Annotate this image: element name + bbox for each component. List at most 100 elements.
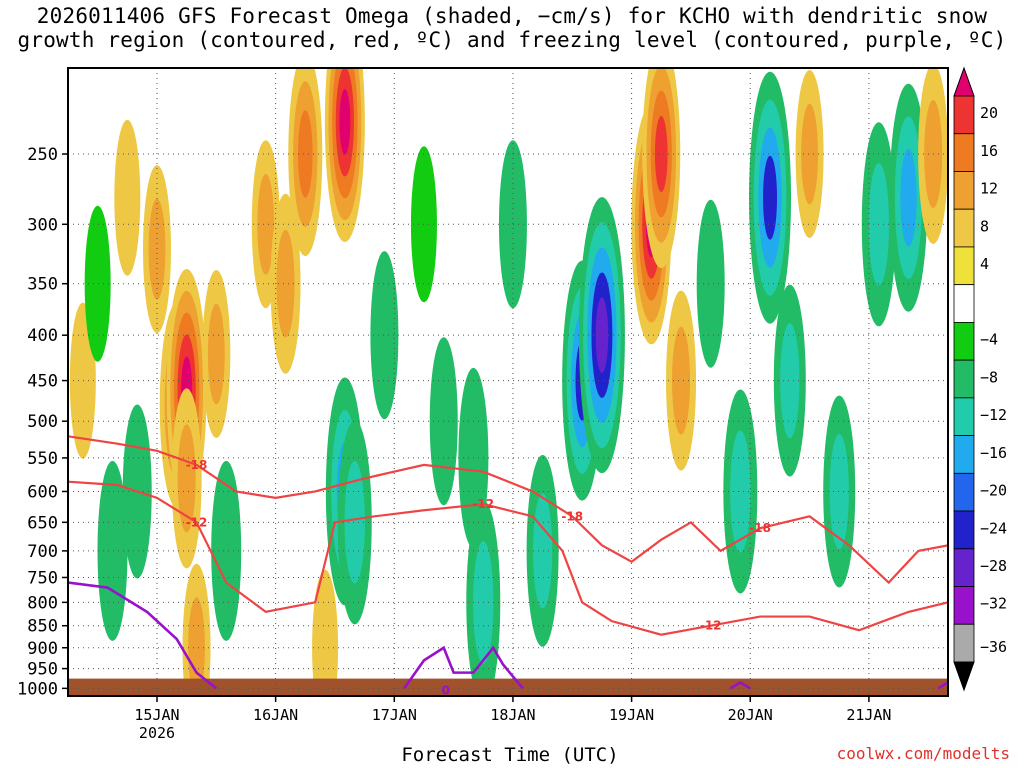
y-tick-label: 600 [27,482,58,502]
colorbar: 20 16 12 8 4 −4 −8 −12 −16 −20 −24 −28 −32 −36 [953,66,1007,692]
y-tick-label: 350 [27,275,58,295]
y-tick-label: 700 [27,542,58,562]
omega-cell [114,119,141,276]
y-tick-label: 850 [27,617,58,637]
freezing-level-contour [729,681,751,690]
omega-cell [801,103,818,205]
colorbar-label: −12 [980,406,1007,424]
omega-cell [730,430,751,553]
x-tick-label: 15JAN [134,706,179,724]
y-tick-label: 300 [27,215,58,235]
colorbar-segment [953,284,975,323]
dgz-contour-label: -12 [700,619,722,633]
colorbar-label: −24 [980,519,1007,537]
y-tick-label: 900 [27,639,58,659]
terrain-fill [68,678,948,696]
x-tick-sublabel: 2026 [139,724,175,742]
omega-cell [780,322,800,439]
omega-cell [211,460,242,641]
dgz-contour [68,480,948,636]
x-tick-label: 21JAN [846,706,891,724]
x-tick-label: 19JAN [609,706,654,724]
colorbar-top-arrow [953,66,975,97]
colorbar-segment [953,208,975,248]
freezing-level-contour [937,681,948,690]
colorbar-label: −36 [980,638,1007,656]
freezing-level-contour [403,645,524,690]
x-axis-title: Forecast Time (UTC) [401,744,619,766]
omega-cell [498,140,527,309]
omega-cell [84,205,111,362]
colorbar-label: −20 [980,482,1007,500]
omega-cell [177,424,196,533]
title-line-2: growth region (contoured, red, ºC) and f… [17,28,1007,52]
colorbar-label: −32 [980,595,1007,613]
colorbar-label: −16 [980,444,1007,462]
omega-cell [654,116,668,193]
colorbar-label: 16 [980,142,998,160]
x-tick-label: 17JAN [372,706,417,724]
y-tick-label: 550 [27,449,58,469]
dgz-contour [68,435,948,585]
y-tick-label: 750 [27,568,58,588]
omega-cell [339,89,351,155]
colorbar-segment [953,510,975,550]
omega-cell [188,597,205,696]
y-tick-label: 400 [27,326,58,346]
omega-cell [370,251,399,420]
colorbar-segment [953,171,975,210]
x-tick-label: 18JAN [490,706,535,724]
omega-cell [298,110,313,198]
colorbar-segment [953,623,975,663]
y-tick-label: 450 [27,372,58,392]
omega-cell [344,461,365,584]
x-tick-label: 16JAN [253,706,298,724]
colorbar-label: 8 [980,217,989,235]
y-tick-label: 1000 [17,679,58,699]
colorbar-segment [953,435,975,474]
y-tick-label: 650 [27,513,58,533]
colorbar-segment [953,548,975,587]
colorbar-label: 4 [980,255,989,273]
omega-cell [533,493,553,609]
colorbar-segment [953,321,975,361]
omega-cell [257,173,275,275]
colorbar-label: −8 [980,368,998,386]
colorbar-segment [953,95,975,135]
colorbar-segment [953,472,975,512]
dgz-contour-label: -18 [561,509,583,523]
dgz-contour-label: -12 [186,515,208,529]
colorbar-label: −28 [980,557,1007,575]
colorbar-bottom-arrow [953,661,975,692]
omega-cell [696,199,725,368]
credit-link[interactable]: coolwx.com/modelts [836,744,1010,763]
chart-title: 2026011406 GFS Forecast Omega (shaded, −… [0,4,1024,52]
dgz-contour-label: -18 [749,521,771,535]
freezing-level-contour [68,581,218,690]
colorbar-segment [953,586,975,625]
omega-cell [207,303,225,405]
plot-area: -12 -12 -12 -18 -18 -18 0 [68,68,948,698]
omega-cell [829,433,849,550]
colorbar-label: 12 [980,180,998,198]
omega-cell [595,297,609,373]
colorbar-segment [953,133,975,172]
omega-cell [148,198,166,300]
colorbar-segment [953,246,975,286]
dgz-contour-label: -18 [186,458,208,472]
plot-border [67,67,949,697]
dgz-contour-label: -12 [472,497,494,511]
x-tick-label: 20JAN [728,706,773,724]
y-tick-label: 800 [27,593,58,613]
colorbar-label: −4 [980,331,998,349]
omega-cell [763,155,778,240]
freezing-level-label: 0 [441,684,449,698]
omega-cell [900,148,917,247]
y-tick-label: 250 [27,145,58,165]
omega-cell [672,326,691,435]
y-tick-label: 500 [27,412,58,432]
y-tick-label: 950 [27,660,58,680]
title-line-1: 2026011406 GFS Forecast Omega (shaded, −… [36,4,988,28]
colorbar-label: 20 [980,104,998,122]
